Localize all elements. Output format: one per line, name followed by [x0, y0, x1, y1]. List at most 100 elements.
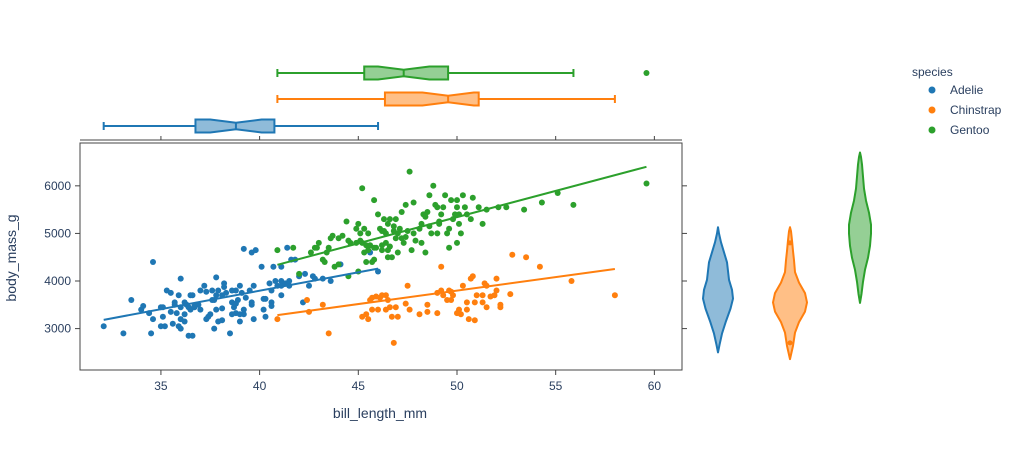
data-point: [509, 251, 516, 258]
data-point: [493, 287, 500, 294]
y-axis-title: body_mass_g: [3, 214, 19, 301]
data-point: [456, 220, 462, 227]
data-point: [150, 316, 156, 323]
legend-label: Adelie: [950, 83, 984, 97]
legend-marker: [928, 126, 936, 134]
data-point: [319, 301, 326, 308]
x-tick-label: 40: [253, 379, 267, 393]
data-point: [386, 304, 393, 311]
legend-item-chinstrap[interactable]: Chinstrap: [928, 103, 1002, 117]
data-point: [201, 282, 208, 289]
data-point: [483, 304, 490, 311]
data-point: [250, 316, 257, 323]
data-point: [365, 316, 372, 323]
x-axis-title: bill_length_mm: [333, 405, 427, 421]
data-point: [479, 299, 486, 306]
plot-frame: [79, 142, 683, 371]
data-point: [148, 330, 155, 337]
data-point: [278, 292, 285, 299]
data-point: [412, 237, 419, 244]
data-point: [140, 303, 147, 309]
data-point: [232, 287, 239, 294]
data-point: [402, 300, 409, 307]
data-point: [327, 278, 334, 284]
data-point: [177, 275, 184, 282]
data-point: [381, 216, 387, 223]
data-point: [268, 303, 275, 309]
data-point: [643, 180, 650, 187]
data-point: [373, 293, 380, 300]
data-point: [371, 256, 378, 263]
data-point: [262, 295, 269, 302]
data-point: [408, 247, 415, 254]
trendline-chinstrap: [277, 267, 616, 317]
data-point: [355, 220, 362, 227]
data-point: [459, 282, 466, 289]
data-point: [175, 292, 182, 299]
data-point: [361, 225, 368, 232]
marginal-violin-panel: [702, 151, 872, 361]
data-point: [219, 317, 226, 324]
data-point: [475, 204, 482, 211]
legend-item-gentoo[interactable]: Gentoo: [928, 123, 990, 137]
data-point: [448, 197, 455, 204]
data-point: [454, 310, 460, 317]
data-point: [191, 303, 198, 309]
data-point: [473, 292, 480, 299]
data-point: [223, 289, 230, 296]
main-plot-panel: [79, 142, 683, 371]
data-point: [373, 244, 380, 251]
data-point: [302, 270, 308, 277]
data-point: [386, 216, 393, 223]
data-point: [215, 287, 222, 294]
data-point: [469, 273, 476, 280]
data-point: [229, 311, 235, 318]
data-point: [375, 211, 381, 218]
data-point: [400, 239, 407, 246]
data-point: [457, 230, 464, 237]
data-point: [440, 204, 447, 211]
x-tick-label: 35: [154, 379, 168, 393]
data-point: [438, 263, 445, 270]
data-point: [479, 220, 486, 227]
data-point: [384, 247, 391, 254]
data-point: [161, 323, 168, 330]
data-point: [402, 201, 409, 208]
data-point: [434, 230, 441, 237]
data-point: [363, 311, 370, 318]
legend-title: species: [912, 65, 953, 79]
data-point: [159, 313, 166, 320]
data-point: [402, 234, 409, 240]
data-point: [394, 313, 401, 320]
data-point: [503, 204, 510, 211]
box-body: [363, 65, 450, 81]
data-point: [406, 306, 413, 313]
series-adelie: [100, 244, 381, 339]
data-point: [371, 197, 378, 204]
data-point: [221, 284, 228, 290]
y-tick-label: 5000: [44, 226, 71, 240]
box-adelie: [102, 118, 380, 134]
data-point: [448, 297, 455, 303]
violin-body: [702, 226, 734, 354]
y-tick-label: 4000: [44, 274, 71, 288]
data-point: [290, 244, 297, 251]
legend-item-adelie[interactable]: Adelie: [928, 83, 984, 97]
data-point: [270, 263, 277, 270]
series-gentoo: [274, 168, 650, 280]
legend[interactable]: species Adelie Chinstrap Gentoo: [912, 65, 1002, 137]
legend-label: Chinstrap: [950, 103, 1002, 117]
violin-outlier: [787, 340, 793, 346]
data-point: [394, 249, 401, 256]
data-point: [410, 199, 417, 206]
data-point: [422, 249, 429, 256]
data-point: [426, 192, 433, 199]
box-body: [383, 91, 480, 107]
data-point: [432, 201, 439, 208]
data-point: [205, 313, 212, 320]
data-point: [325, 244, 332, 251]
data-point: [343, 218, 350, 225]
data-point: [240, 245, 247, 252]
data-point: [442, 192, 449, 199]
data-point: [398, 209, 405, 215]
